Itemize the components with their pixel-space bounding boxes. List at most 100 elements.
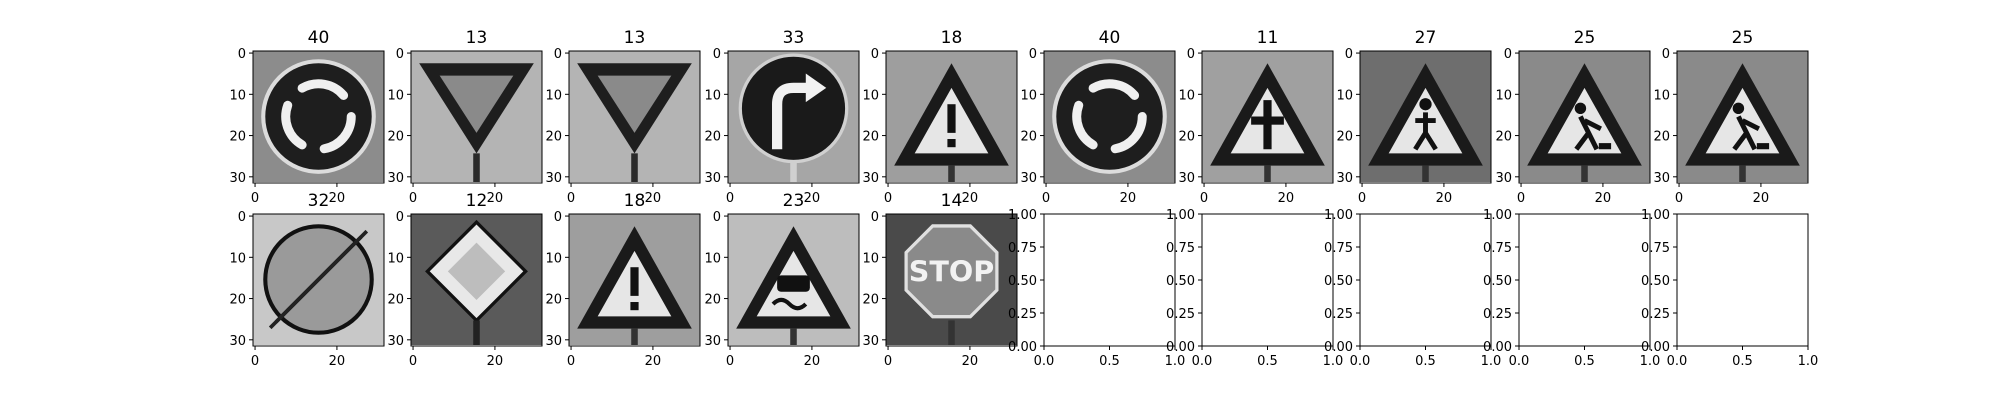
y-tick-label: 0: [238, 210, 246, 225]
subplot-title: 32: [308, 191, 330, 211]
worker-body: [1732, 115, 1760, 151]
x-tick-label: 0: [1200, 191, 1208, 206]
yield-sign: [569, 51, 700, 182]
subplot-title: 13: [624, 28, 646, 48]
x-tick-label: 20: [1595, 191, 1612, 206]
turn-right-ahead-sign: [728, 51, 859, 182]
pedestrians-sign: [1360, 51, 1491, 182]
worker-head: [1732, 102, 1745, 115]
skid-marks: [771, 297, 808, 311]
subplot: 40 0 10 20 30 0 20: [1020, 28, 1176, 206]
subplot: 0.00 0.25 0.50 0.75 1.00 0.0 0.5 1.0: [1324, 208, 1501, 369]
exclamation-mark: [947, 104, 956, 133]
roundabout-arrow: [1072, 100, 1098, 150]
diagonal-stripe: [291, 229, 369, 307]
y-tick-label: 30: [229, 334, 246, 349]
subplot-title: 40: [1099, 28, 1121, 48]
sign-pole: [948, 320, 955, 345]
y-tick-label: 10: [862, 251, 879, 266]
subplot-title: 11: [1257, 28, 1279, 48]
y-tick-label: 20: [229, 130, 246, 145]
x-tick-label: 0: [251, 191, 259, 206]
y-tick-label: 30: [387, 171, 404, 186]
subplot: STOP 14 0 10 20 30 0 20: [862, 191, 1018, 369]
subplot: 0.00 0.25 0.50 0.75 1.00 0.0 0.5 1.0: [1008, 208, 1185, 369]
x-tick-label: 0.5: [1415, 354, 1436, 369]
axes-frame: [1201, 50, 1334, 184]
y-tick-label: 0.00: [1324, 340, 1353, 355]
y-tick-label: 10: [545, 251, 562, 266]
y-tick-label: 20: [387, 130, 404, 145]
y-tick-label: 30: [704, 334, 721, 349]
y-tick-label: 0.75: [1483, 241, 1512, 256]
y-tick-label: 0: [713, 210, 721, 225]
y-tick-label: 0.50: [1008, 274, 1037, 289]
x-tick-label: 20: [1753, 191, 1770, 206]
axes-frame: [885, 50, 1018, 184]
x-tick-label: 20: [804, 354, 821, 369]
x-tick-label: 1.0: [1165, 354, 1186, 369]
turn-arrow: [772, 82, 810, 150]
subplot: 13 0 10 20 30 0 20: [387, 28, 543, 206]
subplot: 25 0 10 20 30 0 20: [1495, 28, 1651, 206]
y-tick-label: 0.75: [1008, 241, 1037, 256]
subplot-title: 18: [624, 191, 646, 211]
yield-sign: [411, 51, 542, 182]
y-tick-label: 10: [229, 88, 246, 103]
figure-head: [1419, 98, 1432, 111]
empty-axes: [1201, 213, 1334, 347]
y-tick-label: 30: [1020, 171, 1037, 186]
y-tick-label: 30: [387, 334, 404, 349]
slippery-road-sign: [728, 214, 859, 345]
y-tick-label: 1.00: [1008, 208, 1037, 223]
axes-frame: [568, 213, 701, 347]
sign-face: [597, 75, 672, 133]
y-tick-label: 0.75: [1324, 241, 1353, 256]
x-tick-label: 0: [567, 354, 575, 369]
x-tick-label: 0: [1042, 191, 1050, 206]
y-tick-label: 0.25: [1008, 307, 1037, 322]
exclamation-mark: [630, 267, 639, 296]
subplot: 0.00 0.25 0.50 0.75 1.00 0.0 0.5 1.0: [1483, 208, 1660, 369]
roundabout-arrow: [281, 100, 307, 150]
axes-frame: [727, 50, 860, 184]
axes-frame: [885, 213, 1018, 347]
sign-pole: [1581, 165, 1588, 182]
subplot: 0.00 0.25 0.50 0.75 1.00 0.0 0.5 1.0: [1166, 208, 1343, 369]
roundabout-arrow: [297, 79, 349, 100]
y-tick-label: 1.00: [1641, 208, 1670, 223]
x-tick-label: 1.0: [1640, 354, 1661, 369]
roundabout-sign: [253, 51, 384, 182]
x-tick-label: 0.5: [1257, 354, 1278, 369]
y-tick-label: 20: [862, 130, 879, 145]
y-tick-label: 0.25: [1641, 307, 1670, 322]
x-tick-label: 1.0: [1798, 354, 1819, 369]
x-tick-label: 20: [1436, 191, 1453, 206]
y-tick-label: 30: [1178, 171, 1195, 186]
y-tick-label: 10: [1336, 88, 1353, 103]
y-tick-label: 1.00: [1483, 208, 1512, 223]
subplot: 27 0 10 20 30 0 20: [1336, 28, 1492, 206]
figure-body: [1413, 112, 1438, 151]
x-tick-label: 0.0: [1350, 354, 1371, 369]
subplot: 13 0 10 20 30 0 20: [545, 28, 701, 206]
subplot: 0.00 0.25 0.50 0.75 1.00 0.0 0.5 1.0: [1641, 208, 1818, 369]
y-tick-label: 0: [554, 210, 562, 225]
sign-pole: [1739, 165, 1746, 182]
sign-pole: [631, 153, 638, 182]
sign-face: [447, 242, 506, 300]
x-tick-label: 0: [251, 354, 259, 369]
axes-frame: [410, 213, 543, 347]
y-tick-label: 10: [545, 88, 562, 103]
y-tick-label: 0.25: [1483, 307, 1512, 322]
x-tick-label: 20: [1120, 191, 1137, 206]
roundabout-arrow: [319, 111, 356, 154]
x-tick-label: 0: [1358, 191, 1366, 206]
x-tick-label: 1.0: [1481, 354, 1502, 369]
y-tick-label: 20: [545, 130, 562, 145]
y-tick-label: 10: [862, 88, 879, 103]
subplot: 40 0 10 20 30 0 20: [229, 28, 385, 206]
subplot-title: 13: [466, 28, 488, 48]
y-tick-label: 10: [704, 251, 721, 266]
y-tick-label: 0.00: [1166, 340, 1195, 355]
